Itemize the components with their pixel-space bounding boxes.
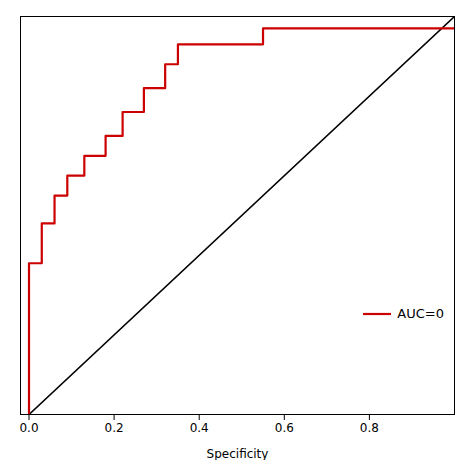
- svg-text:0.4: 0.4: [190, 421, 209, 435]
- svg-text:0.0: 0.0: [19, 421, 38, 435]
- svg-text:Specificity: Specificity: [207, 447, 269, 461]
- svg-text:0.6: 0.6: [275, 421, 294, 435]
- svg-text:0.2: 0.2: [105, 421, 124, 435]
- html-text:AUC=0: AUC=0: [397, 306, 444, 322]
- svg-text:0.8: 0.8: [360, 421, 379, 435]
